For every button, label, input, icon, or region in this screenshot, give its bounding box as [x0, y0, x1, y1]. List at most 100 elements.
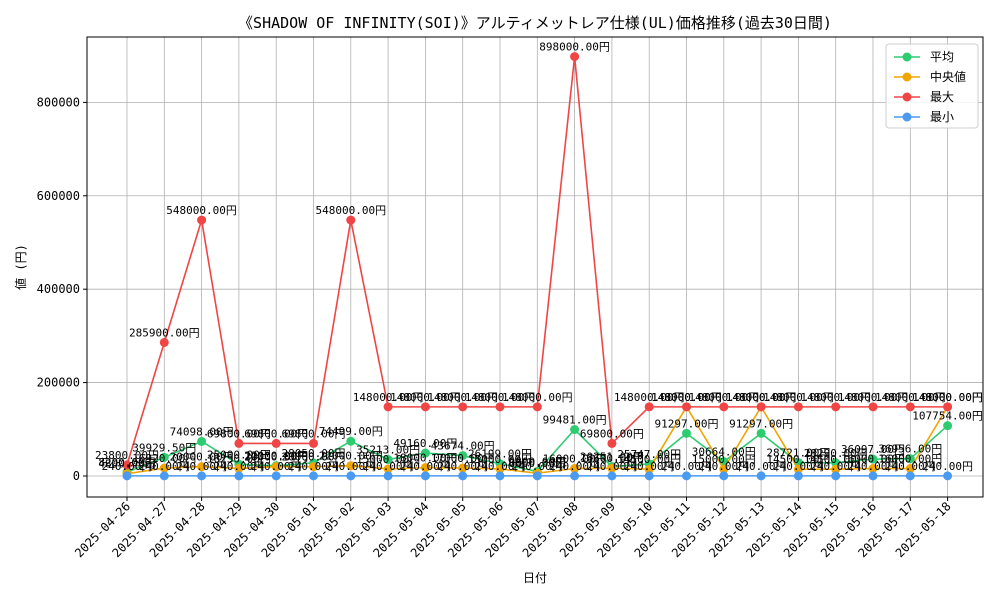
data-point: [458, 402, 468, 412]
data-point: [682, 402, 691, 412]
data-label: 240.00円: [325, 460, 376, 473]
data-label: 8200.00円: [98, 456, 155, 469]
y-tick-label: 200000: [37, 376, 80, 390]
y-axis-title: 値 (円): [13, 244, 28, 290]
legend-marker: [902, 92, 912, 102]
data-label: 14500.00円: [766, 453, 830, 466]
legend-label: 中央値: [930, 69, 966, 84]
data-point: [905, 402, 915, 412]
data-label: 240.00円: [773, 460, 824, 473]
data-point: [793, 464, 803, 474]
data-label: 15000.00円: [692, 453, 756, 466]
plot-frame: [86, 36, 984, 498]
data-label: 148000.00円: [353, 391, 424, 404]
data-point: [197, 471, 207, 481]
data-label: 240.00円: [587, 460, 638, 473]
data-point: [905, 454, 915, 464]
data-point: [570, 425, 580, 435]
data-label: 17000.00円: [431, 452, 495, 465]
data-label: 16250.00円: [207, 452, 271, 465]
data-labels: 8200.00円39929.50円74098.00円25000.00円22000…: [95, 41, 983, 473]
data-label: 240.00円: [139, 460, 190, 473]
data-point: [420, 471, 430, 481]
data-label: 23800.00円: [95, 449, 159, 462]
data-label: 148000.00円: [465, 391, 536, 404]
data-point: [682, 428, 691, 438]
data-label: 240.00円: [549, 460, 600, 473]
data-point: [793, 471, 803, 481]
legend-label: 最大: [930, 90, 954, 104]
data-label: 20251.00円: [580, 451, 644, 464]
data-label: 4800.00円: [98, 458, 155, 471]
data-point: [159, 463, 169, 473]
data-point: [607, 471, 617, 481]
data-label: 148000.00円: [427, 391, 498, 404]
data-label: 148000.00円: [838, 391, 909, 404]
data-label: 69800.00円: [580, 427, 644, 440]
data-point: [309, 438, 318, 448]
y-tick-label: 800000: [37, 95, 80, 109]
data-point: [570, 464, 580, 474]
data-label: 16000.00円: [841, 453, 905, 466]
data-point: [868, 471, 878, 481]
data-point: [309, 462, 318, 472]
legend-marker: [902, 72, 912, 82]
data-point: [719, 464, 729, 474]
data-label: 240.00円: [661, 460, 712, 473]
data-label: 148000.00円: [800, 391, 871, 404]
data-point: [644, 464, 654, 474]
legend-label: 平均: [930, 50, 954, 64]
data-point: [420, 402, 430, 412]
data-point: [495, 471, 505, 481]
data-label: 74098.00円: [170, 425, 234, 438]
data-label: 25000.00円: [207, 448, 271, 461]
data-label: 9800.00円: [509, 455, 566, 468]
data-point: [831, 458, 841, 468]
plot-area: [87, 37, 983, 497]
data-label: 548000.00円: [315, 204, 386, 217]
data-label: 49160.00円: [393, 437, 457, 450]
data-label: 148000.00円: [651, 391, 722, 404]
data-point: [234, 463, 244, 473]
data-point: [868, 454, 878, 464]
data-point: [197, 462, 207, 472]
data-label: 16000.00円: [543, 453, 607, 466]
data-label: 240.00円: [810, 460, 861, 473]
data-point: [383, 471, 393, 481]
data-point: [756, 471, 766, 481]
data-label: 148000.00円: [875, 391, 946, 404]
data-label: 30664.00円: [692, 446, 756, 459]
data-label: 548000.00円: [166, 204, 237, 217]
data-label: 14500.00円: [804, 453, 868, 466]
data-point: [458, 451, 468, 461]
data-label: 240.00円: [624, 460, 675, 473]
data-label: 148000.00円: [502, 391, 573, 404]
data-point: [719, 471, 729, 481]
data-label: 43674.00円: [431, 440, 495, 453]
data-point: [271, 462, 281, 472]
data-label: 15000.00円: [356, 453, 420, 466]
data-label: 36097.00円: [841, 443, 905, 456]
data-label: 20000.00円: [170, 451, 234, 464]
data-label: 148000.00円: [726, 391, 797, 404]
data-label: 898000.00円: [539, 41, 610, 54]
data-label: 16000.00円: [878, 453, 942, 466]
data-point: [346, 461, 356, 471]
data-label: 148000.00円: [614, 391, 685, 404]
legend-marker: [902, 112, 912, 122]
data-point: [682, 471, 691, 481]
data-point: [831, 402, 841, 412]
data-label: 148000.00円: [912, 391, 983, 404]
data-label: 99481.00円: [543, 414, 607, 427]
data-label: 20000.00円: [244, 451, 308, 464]
data-point: [122, 471, 132, 481]
data-point: [644, 402, 654, 412]
data-point: [234, 471, 244, 481]
data-point: [346, 436, 356, 446]
data-label: 74499.00円: [319, 425, 383, 438]
data-label: 16920.00円: [132, 452, 196, 465]
data-point: [607, 463, 617, 473]
data-point: [756, 428, 766, 438]
